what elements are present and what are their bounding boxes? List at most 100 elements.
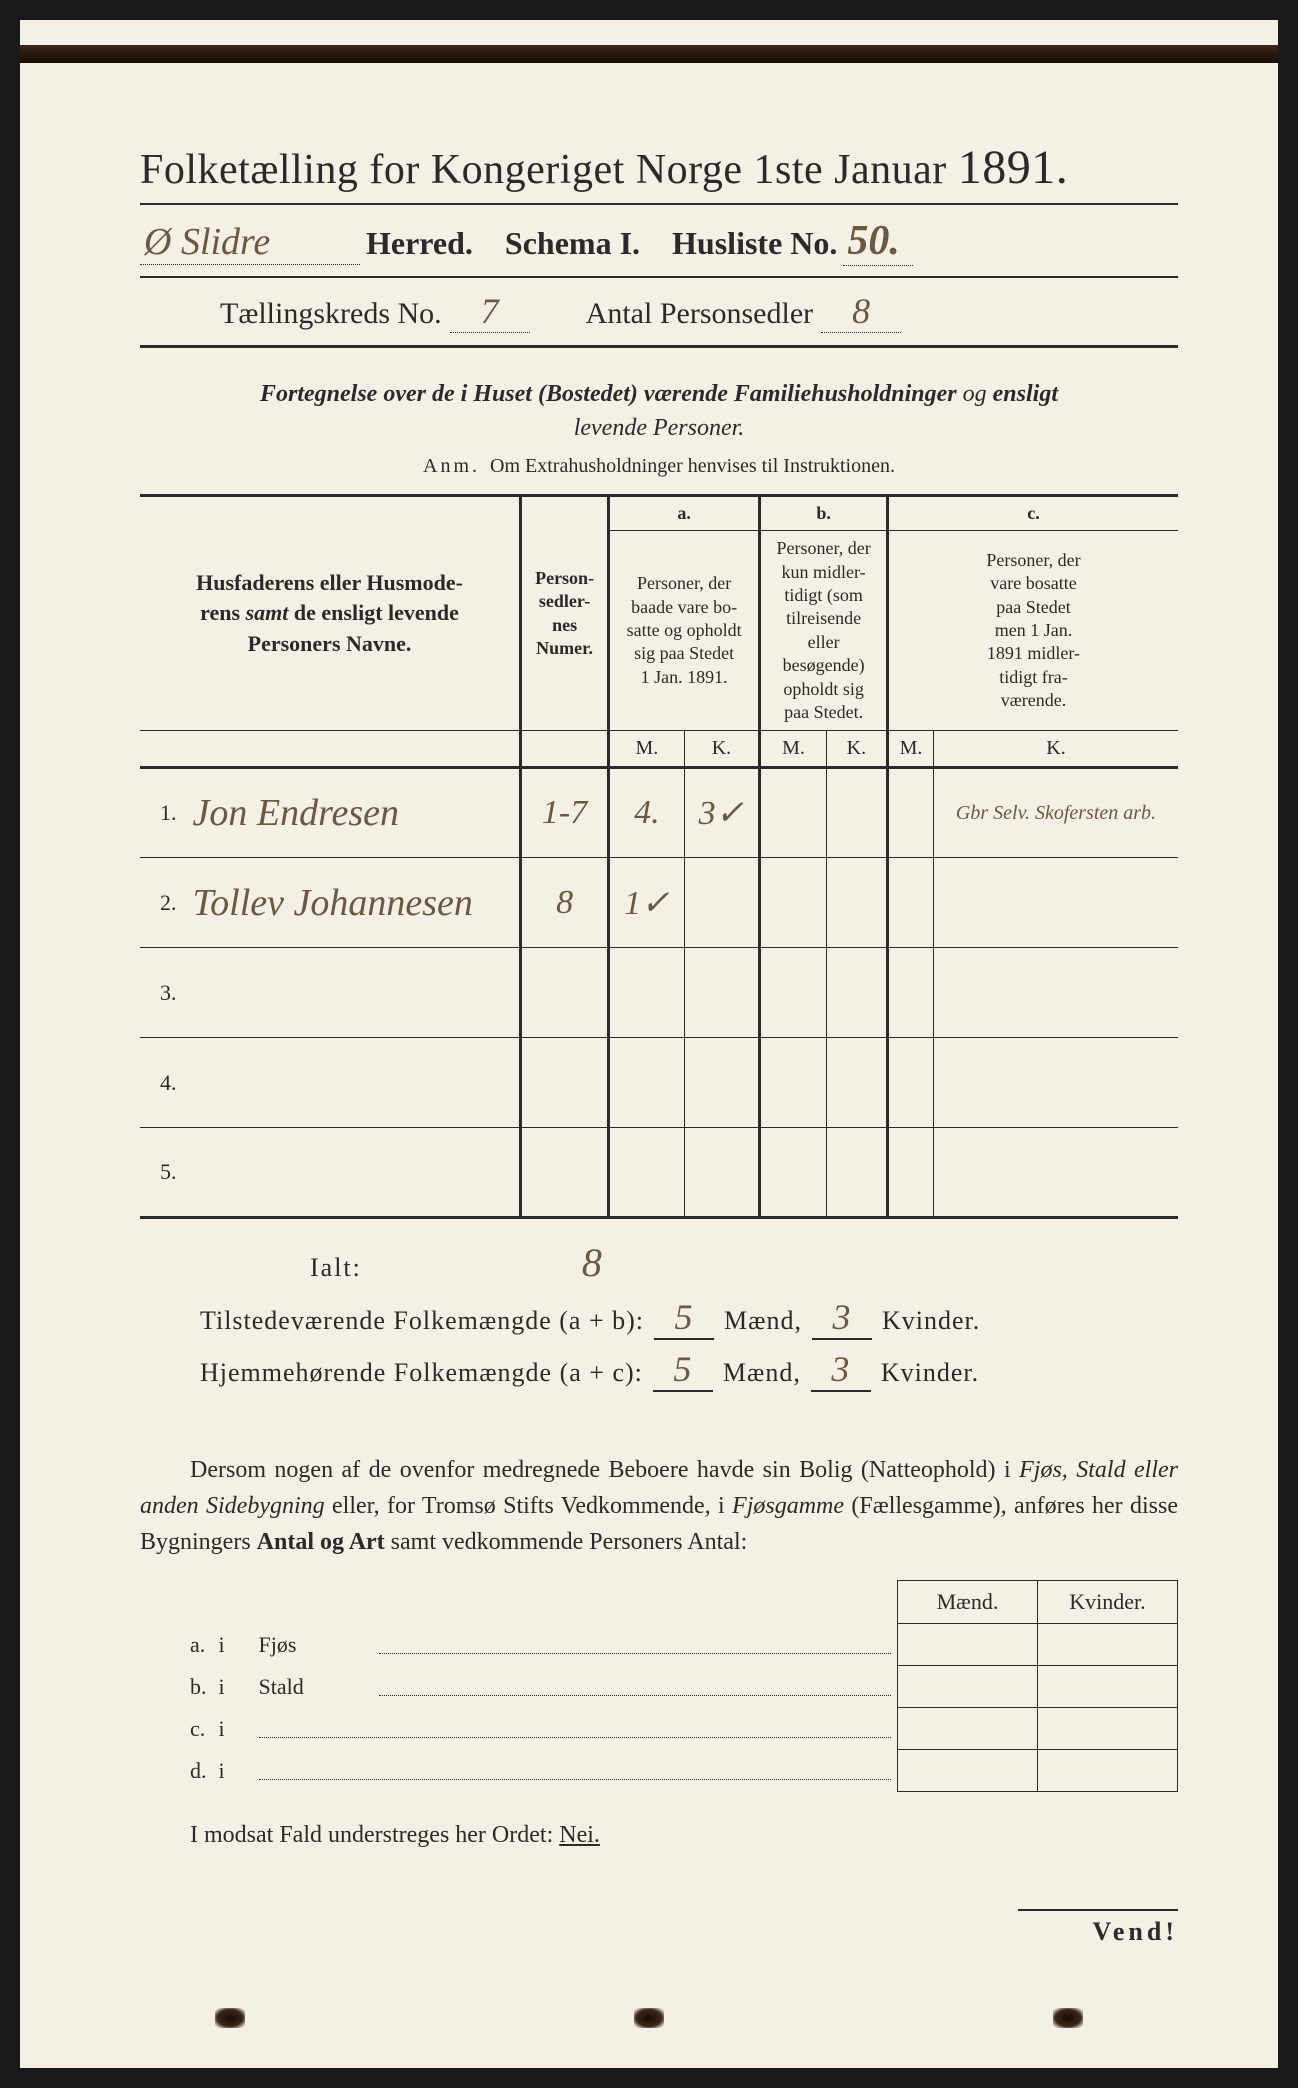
dersom-t2: eller, for Tromsø Stifts Ved­kommende, i [325,1493,732,1519]
maend-label: Mænd, [724,1306,802,1336]
row-numer [521,948,609,1038]
table-row: 3. [140,948,1178,1038]
col-numer-header: Person-sedler-nesNumer. [530,567,599,661]
dots [379,1678,892,1696]
row-num: 2. [140,858,185,948]
header-line-3: Tællingskreds No. 7 Antal Personsedler 8 [140,290,1178,348]
dersom-it2: Fjøsgamme [732,1493,844,1519]
row-num: 4. [140,1038,185,1128]
row-bM [760,1128,827,1218]
sub-m [898,1666,1038,1708]
sub-row: c. i [140,1708,1178,1750]
col-c-text: Personer, dervare bosattepaa Stedetmen 1… [887,531,1178,731]
sub-m [898,1750,1038,1792]
row-aM [609,1128,685,1218]
modsatt-text: I modsat Fald understreges her Ordet: [190,1822,559,1848]
row-bM [760,858,827,948]
row-num: 1. [140,768,185,858]
hjemme-k: 3 [811,1348,871,1392]
sub-row: b. i Stald [140,1666,1178,1708]
sub-header-row: Mænd. Kvinder. [140,1581,1178,1624]
row-aK: 3✓ [684,768,760,858]
a-K: K. [684,731,760,768]
ap-label: Antal Personsedler [586,297,813,331]
kvinder-label: Kvinder. [882,1306,980,1336]
sub-m [898,1624,1038,1666]
title-year: 1891. [958,141,1069,194]
fort-1d: ensligt [993,381,1058,407]
row-note [933,1128,1178,1218]
dersom-paragraph: Dersom nogen af de ovenfor medregnede Be… [140,1452,1178,1560]
sub-k [1038,1708,1178,1750]
hjemme-line: Hjemmehørende Folkemængde (a + c): 5 Mæn… [140,1348,1178,1392]
col-b-label: b. [760,496,888,531]
fortegnelse-heading: Fortegnelse over de i Huset (Bostedet) v… [140,378,1178,445]
fort-1a: Fortegnelse over de i Huset (Bostedet) v… [260,381,734,407]
abc-header-row: Husfaderens eller Husmode-rens samt de e… [140,496,1178,531]
row-note: Gbr Selv. Skofersten arb. [933,768,1178,858]
row-bK [826,1038,887,1128]
modsatt-line: I modsat Fald understreges her Ordet: Ne… [140,1822,1178,1849]
c-K: K. [933,731,1178,768]
row-numer [521,1038,609,1128]
hole-icon [634,2008,664,2028]
row-note [933,948,1178,1038]
tilstede-m: 5 [654,1296,714,1340]
herred-label: Herred. [366,225,473,262]
dots [259,1720,892,1738]
row-note [933,858,1178,948]
row-num: 3. [140,948,185,1038]
row-name: Tollev Johannesen [185,858,521,948]
dots [259,1762,892,1780]
row-aM [609,1038,685,1128]
row-cM [887,768,933,858]
totals-block: Ialt: 8 Tilstedeværende Folkemængde (a +… [140,1239,1178,1392]
schema-label: Schema I. [505,225,640,262]
sub-lead: d. [140,1750,213,1792]
binding-holes [20,2008,1278,2028]
fort-1c: og [957,381,993,407]
header-line-2: Ø Slidre Herred. Schema I. Husliste No. … [140,217,1178,278]
herred-value: Ø Slidre [140,220,360,265]
modsatt-nei: Nei. [559,1822,600,1848]
table-row: 2. Tollev Johannesen 8 1✓ [140,858,1178,948]
row-aK [684,858,760,948]
sub-i: i [213,1750,253,1792]
fort-1b: Familiehusholdninger [734,381,957,407]
row-bK [826,1128,887,1218]
ap-value: 8 [821,290,901,333]
anm-text: Om Extrahusholdninger henvises til Instr… [490,455,895,477]
mk-header-row: M. K. M. K. M. K. [140,731,1178,768]
dersom-t1: Dersom nogen af de ovenfor medregnede Be… [190,1457,1019,1483]
sub-place: Stald [253,1666,373,1708]
hole-icon [215,2008,245,2028]
sub-m [898,1708,1038,1750]
sub-i: i [213,1708,253,1750]
main-table: Husfaderens eller Husmode-rens samt de e… [140,494,1178,1219]
sub-lead: c. [140,1708,213,1750]
sub-kvinder: Kvinder. [1038,1581,1178,1624]
ialt-line: Ialt: 8 [140,1239,1178,1286]
tk-label: Tællingskreds No. [220,297,442,331]
row-name [185,1038,521,1128]
tilstede-k: 3 [812,1296,872,1340]
row-num: 5. [140,1128,185,1218]
row-bK [826,858,887,948]
row-name: Jon Endresen [185,768,521,858]
title-prefix: Folketælling for Kongeriget Norge 1ste J… [140,147,947,193]
sub-row: a. i Fjøs [140,1624,1178,1666]
hjemme-m: 5 [653,1348,713,1392]
sub-k [1038,1624,1178,1666]
sub-lead: a. [140,1624,213,1666]
ialt-label: Ialt: [310,1253,362,1283]
c-M: M. [887,731,933,768]
b-M: M. [760,731,827,768]
dersom-t4: samt vedkommende Personers Antal: [385,1529,748,1555]
row-cM [887,858,933,948]
sub-i: i [213,1666,253,1708]
sub-maend: Mænd. [898,1581,1038,1624]
top-scan-bar [20,45,1278,63]
census-form-page: Folketælling for Kongeriget Norge 1ste J… [20,20,1278,2068]
row-aK [684,948,760,1038]
hole-icon [1053,2008,1083,2028]
